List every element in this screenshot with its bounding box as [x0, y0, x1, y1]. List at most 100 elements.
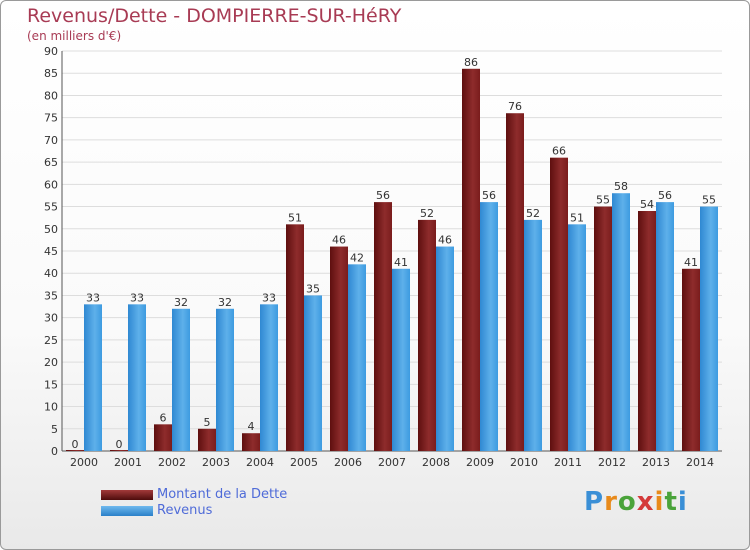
y-tick-label: 60 — [44, 178, 58, 191]
debt-data-label: 46 — [332, 234, 346, 247]
debt-bar — [110, 450, 128, 451]
revenue-bar — [84, 304, 102, 451]
revenue-data-label: 58 — [614, 180, 628, 193]
revenue-bar — [260, 304, 278, 451]
debt-bar — [550, 157, 568, 451]
y-tick-label: 45 — [44, 245, 58, 258]
debt-data-label: 0 — [72, 438, 79, 451]
debt-data-label: 51 — [288, 211, 302, 224]
logo-letter: o — [617, 487, 637, 517]
legend-label-debt: Montant de la Dette — [157, 487, 288, 502]
debt-bar — [330, 246, 348, 451]
y-tick-label: 0 — [51, 445, 58, 458]
legend-swatch-revenue — [101, 506, 153, 516]
debt-bar — [242, 433, 260, 451]
y-tick-label: 70 — [44, 134, 58, 147]
x-tick-label: 2001 — [114, 456, 142, 469]
x-tick-label: 2005 — [290, 456, 318, 469]
revenue-bar — [304, 295, 322, 451]
x-tick-label: 2007 — [378, 456, 406, 469]
debt-bar — [638, 211, 656, 451]
debt-bar — [462, 68, 480, 452]
logo-letter: x — [636, 487, 655, 517]
y-tick-label: 30 — [44, 312, 58, 325]
revenue-bar — [524, 219, 542, 451]
revenue-bar — [568, 224, 586, 451]
logo-letter: t — [664, 487, 678, 517]
debt-data-label: 0 — [116, 438, 123, 451]
revenue-data-label: 51 — [570, 211, 584, 224]
legend-label-revenue: Revenus — [157, 503, 213, 518]
debt-data-label: 4 — [248, 420, 255, 433]
chart-subtitle: (en milliers d'€) — [27, 29, 122, 43]
y-tick-label: 40 — [44, 267, 58, 280]
debt-bar — [154, 424, 172, 451]
debt-data-label: 56 — [376, 189, 390, 202]
x-tick-label: 2002 — [158, 456, 186, 469]
revenue-data-label: 33 — [262, 291, 276, 304]
chart-title: Revenus/Dette - DOMPIERRE-SUR-HéRY — [27, 5, 402, 27]
x-tick-label: 2012 — [598, 456, 626, 469]
proxiti-logo: Proxiti — [584, 487, 688, 517]
debt-bar — [682, 268, 700, 451]
debt-bar — [506, 113, 524, 451]
x-tick-label: 2000 — [70, 456, 98, 469]
debt-bar — [286, 224, 304, 451]
y-tick-label: 10 — [44, 401, 58, 414]
legend-swatch-debt — [101, 490, 153, 500]
revenue-bar — [656, 202, 674, 451]
revenue-bar — [612, 193, 630, 451]
revenue-bar — [348, 264, 366, 451]
debt-bar — [418, 219, 436, 451]
y-tick-label: 55 — [44, 201, 58, 214]
y-tick-label: 75 — [44, 112, 58, 125]
x-tick-label: 2013 — [642, 456, 670, 469]
revenue-bar — [700, 206, 718, 451]
revenue-bar — [436, 246, 454, 451]
debt-data-label: 41 — [684, 256, 698, 269]
revenue-bar — [172, 308, 190, 451]
y-tick-label: 20 — [44, 356, 58, 369]
debt-data-label: 6 — [160, 411, 167, 424]
revenue-data-label: 32 — [218, 296, 232, 309]
debt-data-label: 5 — [204, 416, 211, 429]
revenue-bar — [216, 308, 234, 451]
debt-bar — [198, 428, 216, 451]
revenue-data-label: 55 — [702, 194, 716, 207]
x-tick-label: 2014 — [686, 456, 714, 469]
x-tick-label: 2009 — [466, 456, 494, 469]
debt-data-label: 55 — [596, 194, 610, 207]
logo-letter: P — [584, 487, 605, 517]
revenue-data-label: 33 — [130, 291, 144, 304]
logo-letter: i — [654, 487, 665, 517]
logo-letter: i — [677, 487, 688, 517]
debt-bar — [66, 450, 84, 451]
y-tick-label: 80 — [44, 89, 58, 102]
y-tick-label: 90 — [44, 45, 58, 58]
debt-data-label: 66 — [552, 145, 566, 158]
revenue-data-label: 46 — [438, 234, 452, 247]
revenue-bar — [480, 202, 498, 451]
revenue-data-label: 56 — [482, 189, 496, 202]
revenue-bar — [128, 304, 146, 451]
revenue-data-label: 32 — [174, 296, 188, 309]
revenue-data-label: 35 — [306, 282, 320, 295]
debt-data-label: 54 — [640, 198, 654, 211]
y-tick-label: 85 — [44, 67, 58, 80]
x-tick-label: 2008 — [422, 456, 450, 469]
debt-data-label: 86 — [464, 56, 478, 69]
x-tick-label: 2011 — [554, 456, 582, 469]
revenue-data-label: 41 — [394, 256, 408, 269]
revenue-bar — [392, 268, 410, 451]
y-tick-label: 25 — [44, 334, 58, 347]
revenue-data-label: 33 — [86, 291, 100, 304]
y-tick-label: 15 — [44, 378, 58, 391]
debt-bar — [374, 202, 392, 451]
y-tick-label: 50 — [44, 223, 58, 236]
y-tick-label: 5 — [51, 423, 58, 436]
x-tick-label: 2010 — [510, 456, 538, 469]
y-tick-label: 35 — [44, 289, 58, 302]
logo-letter: r — [604, 487, 618, 517]
